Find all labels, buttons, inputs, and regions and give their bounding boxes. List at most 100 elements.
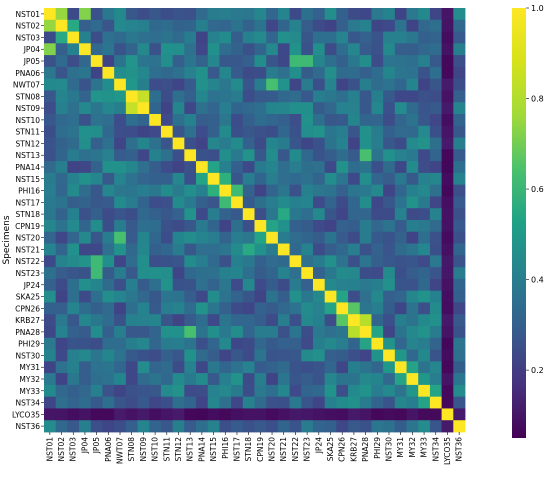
heatmap-cell: [90, 43, 103, 56]
heatmap-cell: [429, 337, 443, 350]
heatmap-cell: [79, 137, 92, 150]
heatmap-cell: [359, 172, 372, 186]
heatmap-cell: [441, 19, 454, 32]
heatmap-cell: [383, 43, 396, 56]
heatmap-cell: [312, 19, 326, 32]
heatmap-cell: [289, 278, 302, 292]
heatmap-cell: [114, 361, 127, 374]
heatmap-cell: [196, 373, 209, 386]
heatmap-cell: [114, 349, 127, 362]
heatmap-cell: [453, 290, 466, 303]
heatmap-cell: [453, 137, 466, 150]
x-tick-label: PHI29: [373, 437, 382, 459]
heatmap-cell: [137, 19, 150, 32]
heatmap-cell: [336, 420, 349, 433]
heatmap-cell: [453, 278, 466, 292]
heatmap-cell: [67, 361, 80, 374]
heatmap-cell: [266, 102, 279, 115]
heatmap-cell: [44, 102, 57, 115]
heatmap-cell: [149, 208, 162, 221]
heatmap-cell: [371, 231, 384, 244]
heatmap-cell: [55, 384, 68, 398]
heatmap-cell: [196, 172, 209, 186]
heatmap-cell: [67, 137, 80, 150]
heatmap-cell: [289, 78, 302, 91]
heatmap-cell: [266, 396, 279, 409]
heatmap-cell: [184, 66, 197, 80]
heatmap-cell: [67, 396, 80, 409]
heatmap-cell: [172, 8, 185, 21]
heatmap-cell: [406, 114, 419, 127]
heatmap-cell: [406, 66, 419, 80]
heatmap-cell: [55, 172, 68, 186]
heatmap-cell: [348, 90, 361, 103]
heatmap-cell: [231, 220, 244, 233]
heatmap-cell: [160, 172, 174, 186]
heatmap-cell: [289, 420, 302, 433]
heatmap-cell: [184, 337, 197, 350]
heatmap-cell: [289, 161, 302, 174]
heatmap-cell: [371, 326, 384, 339]
heatmap-cell: [114, 31, 127, 44]
heatmap-cell: [441, 384, 454, 398]
heatmap-cell: [348, 66, 361, 80]
heatmap-cell: [371, 149, 384, 162]
heatmap-cell: [149, 78, 162, 91]
heatmap-cell: [277, 55, 290, 68]
heatmap-cell: [394, 220, 407, 233]
heatmap-cell: [102, 102, 115, 115]
heatmap-cell: [196, 137, 209, 150]
heatmap-cell: [406, 314, 419, 327]
heatmap-cell: [359, 243, 372, 256]
heatmap-cell: [137, 314, 150, 327]
heatmap-cell: [441, 326, 454, 339]
heatmap-cell: [219, 278, 232, 292]
heatmap-cell: [172, 184, 185, 197]
heatmap-cell: [301, 337, 314, 350]
heatmap-cell: [219, 220, 232, 233]
heatmap-cell: [207, 302, 220, 315]
heatmap-cell: [324, 208, 337, 221]
heatmap-cell: [324, 349, 337, 362]
heatmap-cell: [55, 31, 68, 44]
heatmap-cell: [266, 161, 279, 174]
heatmap-cell: [383, 55, 396, 68]
heatmap-cell: [79, 208, 92, 221]
heatmap-cell: [55, 184, 68, 197]
heatmap-cell: [172, 31, 185, 44]
heatmap-cell: [125, 114, 138, 127]
heatmap-cell: [242, 184, 255, 197]
heatmap-cell: [102, 90, 115, 103]
heatmap-cell: [55, 19, 68, 32]
heatmap-cell: [429, 278, 443, 292]
heatmap-cell: [44, 290, 57, 303]
y-tick-label: SKA25: [16, 293, 40, 302]
heatmap-cell: [441, 102, 454, 115]
heatmap-cell: [184, 43, 197, 56]
heatmap-cell: [90, 125, 103, 138]
heatmap-cell: [160, 8, 174, 21]
heatmap-cell: [90, 314, 103, 327]
heatmap-cell: [371, 114, 384, 127]
heatmap-cell: [453, 349, 466, 362]
heatmap-cell: [114, 8, 127, 21]
heatmap-cell: [394, 326, 407, 339]
heatmap-cell: [418, 55, 431, 68]
heatmap-cell: [371, 55, 384, 68]
heatmap-cell: [406, 337, 419, 350]
heatmap-cell: [371, 196, 384, 209]
heatmap-cell: [44, 255, 57, 268]
heatmap-cell: [102, 66, 115, 80]
heatmap-cell: [44, 302, 57, 315]
heatmap-cell: [254, 302, 267, 315]
heatmap-cell: [149, 349, 162, 362]
heatmap-cell: [289, 114, 302, 127]
heatmap-cell: [266, 43, 279, 56]
heatmap-cell: [125, 337, 138, 350]
heatmap-cell: [149, 31, 162, 44]
heatmap-cell: [231, 243, 244, 256]
heatmap-cell: [184, 255, 197, 268]
heatmap-cell: [266, 208, 279, 221]
heatmap-cell: [453, 172, 466, 186]
x-tick-label: NST01: [45, 437, 54, 462]
